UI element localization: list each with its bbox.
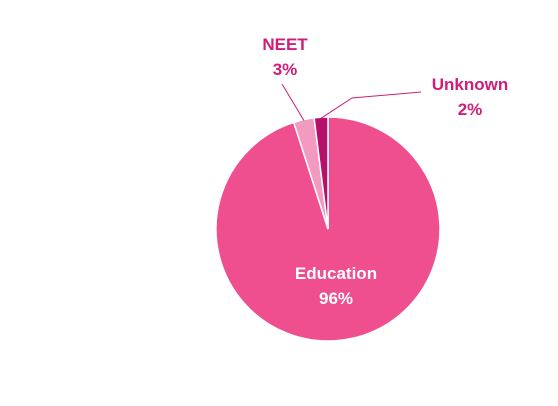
pie-slice-unknown	[313, 116, 329, 230]
leader-line-neet	[281, 83, 305, 121]
slice-value-education: 96%	[319, 289, 353, 308]
slice-value-unknown: 2%	[458, 100, 483, 119]
pie-slices	[215, 116, 441, 342]
slice-label-unknown: Unknown	[432, 75, 509, 94]
slice-label-education: Education	[295, 264, 377, 283]
leader-line-unknown	[320, 91, 422, 119]
leader-lines	[281, 83, 422, 121]
slice-label-neet: NEET	[262, 35, 308, 54]
slice-value-neet: 3%	[273, 60, 298, 79]
